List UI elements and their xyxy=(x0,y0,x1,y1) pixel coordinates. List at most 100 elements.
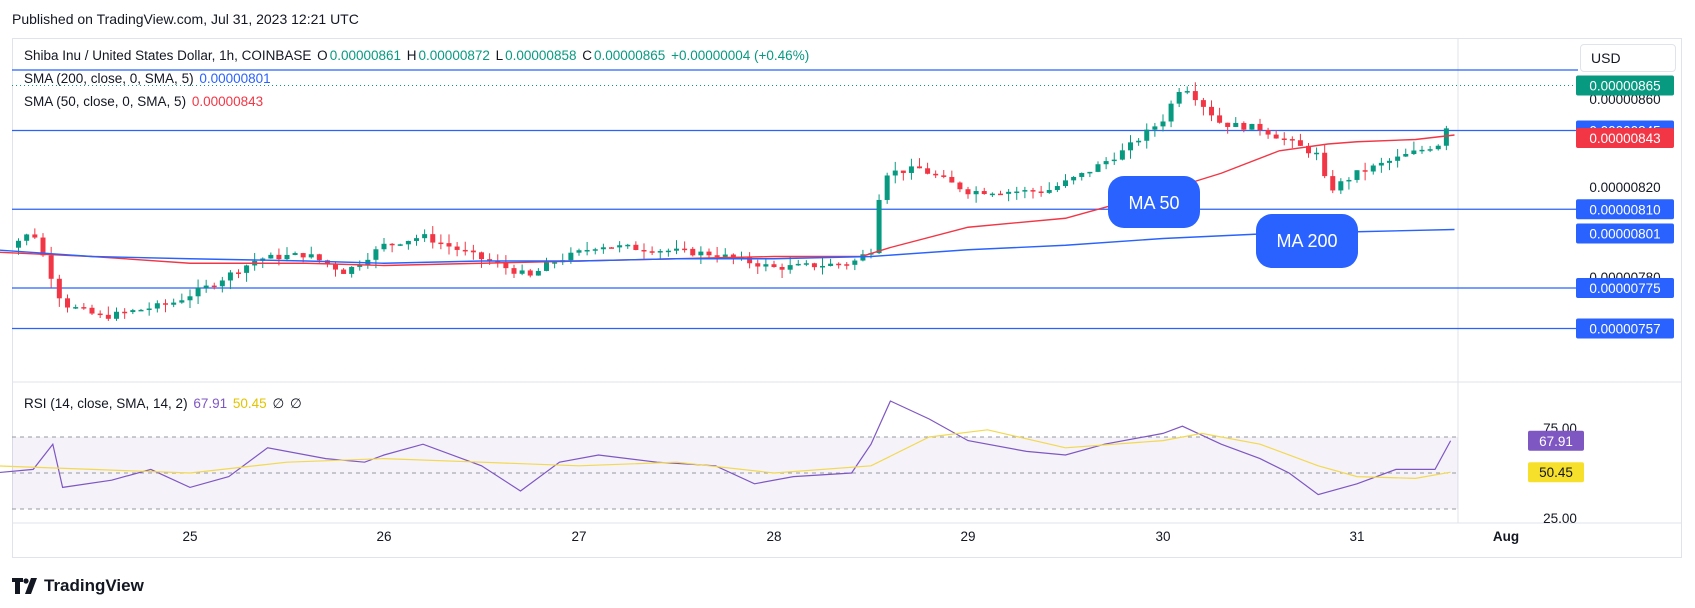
candle-down xyxy=(949,176,955,183)
low-value: 0.00000858 xyxy=(505,48,577,63)
level-tag-2-text: 0.00000775 xyxy=(1589,281,1660,296)
candle-down xyxy=(998,193,1003,196)
legend-sma50: SMA (50, close, 0, SMA, 5) 0.00000843 xyxy=(24,94,265,109)
last-price-tag: 0.00000865 xyxy=(1576,75,1674,96)
candle-up xyxy=(1054,186,1060,191)
candle-down xyxy=(56,278,62,299)
currency-selector[interactable]: USD xyxy=(1580,44,1676,72)
sma200-line xyxy=(0,228,1455,264)
candle-up xyxy=(308,254,314,258)
candle-down xyxy=(446,243,452,247)
candle-up xyxy=(381,243,387,250)
candle-up xyxy=(1233,122,1239,127)
candle-down xyxy=(649,251,655,253)
candle-up xyxy=(24,234,30,241)
candle-down xyxy=(503,263,509,269)
candle-down xyxy=(981,191,987,195)
sma50-line xyxy=(0,134,1455,267)
candle-down xyxy=(1241,122,1247,130)
candle-down xyxy=(122,311,128,314)
candle-down xyxy=(957,182,963,190)
candle-up xyxy=(1160,121,1166,127)
candle-down xyxy=(163,303,168,305)
candle-up xyxy=(1063,180,1068,187)
candle-up xyxy=(357,264,363,267)
candle-down xyxy=(933,173,939,176)
candle-up xyxy=(617,245,623,248)
rsi-extra2: ∅ xyxy=(289,396,302,411)
level-tag-3: 0.00000757 xyxy=(1576,318,1674,339)
candle-up xyxy=(795,263,801,266)
candle-down xyxy=(454,246,460,250)
annotation-ma50-box xyxy=(1108,176,1200,228)
candle-up xyxy=(73,307,79,309)
candle-down xyxy=(941,175,947,177)
candle-up xyxy=(1314,152,1320,155)
time-tick-7: Aug xyxy=(1493,529,1519,544)
rsi-value-tag-text: 67.91 xyxy=(1539,434,1573,449)
candle-down xyxy=(1306,145,1311,154)
candle-down xyxy=(65,298,70,308)
candle-up xyxy=(568,252,574,261)
candle-up xyxy=(171,302,177,305)
legend-sma200: SMA (200, close, 0, SMA, 5) 0.00000801 xyxy=(24,71,273,86)
rsi-ma-value: 50.45 xyxy=(232,396,267,411)
sma200-label: SMA (200, close, 0, SMA, 5) xyxy=(24,71,194,86)
candle-down xyxy=(527,270,533,276)
candle-up xyxy=(698,251,704,256)
candle-down xyxy=(900,170,906,173)
candle-down xyxy=(771,264,777,268)
level-tag-3-text: 0.00000757 xyxy=(1589,322,1660,337)
candle-down xyxy=(682,248,688,251)
open-value: 0.00000861 xyxy=(329,48,402,63)
candle-up xyxy=(405,240,411,245)
candle-up xyxy=(138,309,144,312)
candle-up xyxy=(1152,126,1158,130)
candle-up xyxy=(1111,159,1117,162)
candle-down xyxy=(105,314,111,319)
candle-up xyxy=(1087,171,1093,174)
candle-down xyxy=(730,254,736,258)
annotation-ma50-label: MA 50 xyxy=(1128,193,1179,213)
sma200-value: 0.00000801 xyxy=(199,71,271,86)
level-tag-2-bg xyxy=(1576,278,1674,298)
rsi-value-tag-bg xyxy=(1528,430,1584,451)
level-tag-1-bg xyxy=(1576,199,1674,220)
candle-up xyxy=(1006,191,1012,194)
candle-up xyxy=(820,265,825,268)
candle-down xyxy=(1192,91,1198,101)
candle-up xyxy=(373,249,379,260)
candle-down xyxy=(97,313,103,316)
candle-up xyxy=(146,308,152,311)
candle-up xyxy=(1144,129,1150,141)
candle-down xyxy=(1209,106,1214,116)
candle-down xyxy=(48,255,54,279)
candle-up xyxy=(535,270,541,276)
candle-up xyxy=(1128,142,1133,151)
candle-down xyxy=(211,285,217,288)
candle-up xyxy=(884,175,890,200)
sma50-tag: 0.00000843 xyxy=(1576,128,1674,148)
candle-up xyxy=(1168,103,1174,122)
candle-down xyxy=(81,307,87,309)
candle-up xyxy=(1103,161,1109,165)
sma50-tag-text: 0.00000843 xyxy=(1589,131,1660,146)
candle-down xyxy=(389,243,395,246)
tradingview-logo: TradingView xyxy=(12,576,144,596)
candle-up xyxy=(1095,164,1101,172)
candle-down xyxy=(1322,152,1328,177)
annotation-ma200-label: MA 200 xyxy=(1276,231,1337,251)
candle-up xyxy=(1046,190,1052,193)
candle-down xyxy=(236,272,241,274)
sma50-label: SMA (50, close, 0, SMA, 5) xyxy=(24,94,187,109)
sma50-value: 0.00000843 xyxy=(191,94,264,109)
rsi-label: RSI (14, close, SMA, 14, 2) xyxy=(24,396,188,411)
candle-down xyxy=(1289,139,1295,141)
candle-down xyxy=(470,250,476,253)
legend-rsi: RSI (14, close, SMA, 14, 2) 67.91 50.45 … xyxy=(24,396,304,412)
time-tick-6: 31 xyxy=(1349,529,1364,544)
rsi-ma-tag-bg xyxy=(1528,462,1584,483)
candle-down xyxy=(438,242,444,245)
price-tick-0: 0.00000820 xyxy=(1589,180,1660,195)
candle-down xyxy=(925,168,931,174)
